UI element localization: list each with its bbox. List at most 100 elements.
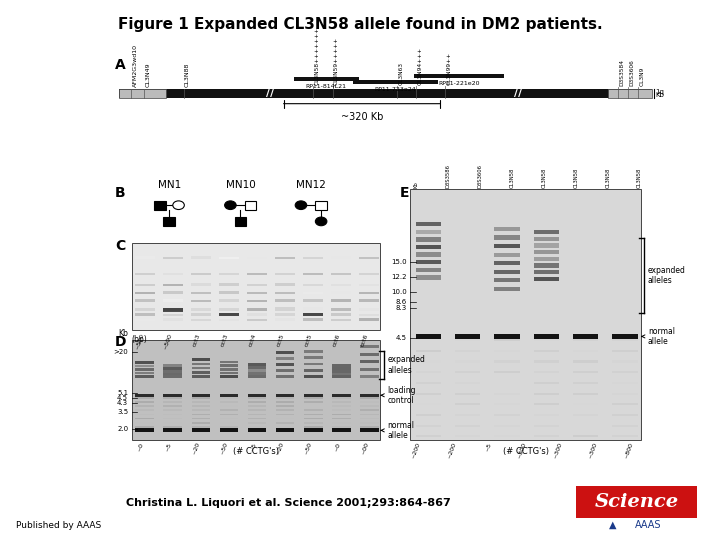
Bar	[612, 403, 638, 406]
Text: expanded
alleles: expanded alleles	[648, 266, 686, 285]
Bar	[192, 409, 210, 411]
Bar	[359, 314, 379, 316]
Bar	[191, 319, 211, 321]
Text: Figure 1 Expanded CL3N58 allele found in DM2 patients.: Figure 1 Expanded CL3N58 allele found in…	[117, 17, 603, 32]
Bar	[135, 401, 154, 403]
Bar	[332, 370, 351, 373]
Bar	[416, 275, 441, 280]
Bar	[248, 418, 266, 420]
Bar	[495, 361, 520, 363]
Text: 8.3: 8.3	[395, 305, 407, 311]
Bar	[135, 308, 155, 310]
Bar	[304, 414, 323, 415]
Bar	[359, 273, 379, 275]
Bar	[163, 409, 182, 411]
Bar	[276, 352, 294, 354]
Bar	[119, 89, 652, 98]
Bar	[275, 283, 295, 286]
Bar	[534, 403, 559, 406]
Text: ~5: ~5	[249, 442, 257, 452]
Text: normal
allele: normal allele	[381, 421, 415, 440]
Bar	[576, 518, 697, 532]
Text: //: //	[514, 89, 523, 98]
Text: D: D	[115, 335, 127, 349]
Bar	[360, 375, 379, 378]
Bar	[276, 363, 294, 366]
Text: CL3N49: CL3N49	[145, 63, 150, 87]
Bar	[135, 418, 154, 420]
Bar	[163, 414, 182, 415]
Bar	[455, 334, 480, 339]
Bar	[191, 284, 211, 286]
Bar	[416, 361, 441, 363]
Bar	[573, 371, 598, 373]
Text: ~50: ~50	[220, 442, 229, 456]
Bar	[360, 414, 379, 415]
Bar	[495, 424, 520, 427]
Text: >20: >20	[114, 349, 128, 355]
Bar	[495, 269, 520, 274]
Text: Christina L. Liquori et al. Science 2001;293:864-867: Christina L. Liquori et al. Science 2001…	[126, 497, 451, 508]
Bar	[331, 284, 351, 286]
Bar	[220, 428, 238, 432]
Text: Published by AAAS: Published by AAAS	[16, 521, 101, 530]
Bar	[573, 361, 598, 363]
Bar	[163, 426, 182, 428]
Text: ~0: ~0	[333, 442, 341, 452]
Bar	[495, 403, 520, 406]
Bar	[132, 340, 380, 440]
Bar	[304, 363, 323, 366]
Bar	[247, 284, 267, 286]
Bar	[360, 401, 379, 403]
Bar	[416, 245, 441, 249]
Bar	[248, 369, 266, 372]
Bar	[612, 435, 638, 437]
Bar	[220, 401, 238, 403]
Bar	[219, 291, 239, 294]
Bar	[534, 250, 559, 254]
Bar	[315, 201, 327, 210]
Bar	[163, 256, 183, 259]
Bar	[135, 372, 154, 374]
Bar	[248, 394, 266, 397]
Bar	[612, 393, 638, 395]
Text: ~00: ~00	[360, 442, 369, 456]
Bar	[220, 361, 238, 363]
Bar	[331, 291, 351, 294]
Bar	[219, 256, 239, 259]
Bar	[416, 435, 441, 437]
Bar	[248, 426, 266, 428]
Bar	[135, 397, 154, 399]
Circle shape	[315, 217, 327, 226]
Bar	[534, 414, 559, 416]
Bar	[455, 403, 480, 406]
Bar	[360, 353, 379, 355]
Text: D3S3586: D3S3586	[446, 164, 451, 188]
Text: 5.1: 5.1	[117, 390, 128, 396]
Text: CL3N58+++++++: CL3N58+++++++	[315, 27, 320, 85]
Bar	[163, 364, 182, 367]
Bar	[119, 89, 166, 98]
Bar	[304, 350, 323, 353]
Text: ~320 Kb: ~320 Kb	[341, 112, 383, 123]
Bar	[163, 422, 182, 423]
Bar	[360, 418, 379, 420]
Bar	[191, 313, 211, 316]
Bar	[276, 401, 294, 403]
Bar	[163, 284, 183, 286]
Bar	[573, 393, 598, 395]
Bar	[163, 367, 182, 370]
Bar	[192, 362, 210, 365]
Bar	[534, 435, 559, 437]
Text: CL3N58: CL3N58	[541, 167, 546, 188]
Text: ~800: ~800	[623, 442, 634, 460]
Bar	[192, 375, 210, 378]
Bar	[220, 405, 238, 407]
Bar	[360, 368, 379, 370]
Text: Kb: Kb	[118, 328, 128, 338]
Bar	[416, 260, 441, 264]
Bar	[219, 300, 239, 302]
Bar	[163, 273, 183, 275]
Bar	[163, 373, 182, 375]
Bar	[495, 382, 520, 384]
